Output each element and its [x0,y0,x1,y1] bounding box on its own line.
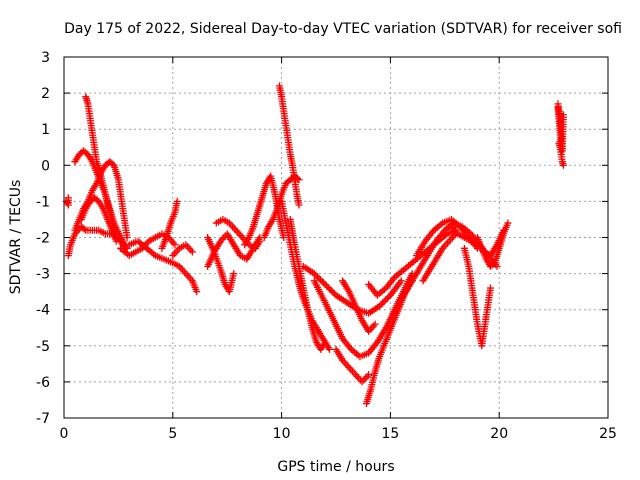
y-tick-label: 1 [41,122,50,138]
data-point [320,279,328,287]
series-trace-8 [158,197,181,252]
data-point [321,338,329,346]
data-point [323,282,331,290]
series-trace-30 [62,194,72,209]
data-point [397,277,405,285]
series-trace-5 [77,194,120,245]
data-point [382,296,390,304]
data-point [316,276,324,284]
data-point [559,111,567,119]
data-point [188,248,196,256]
data-point [504,219,512,227]
data-point [230,270,238,278]
series-trace-9 [169,241,196,260]
series-trace-7 [125,237,201,296]
series-trace-27 [460,244,494,350]
series-trace-11 [204,234,238,296]
data-point [256,237,264,245]
data-point [318,277,326,285]
data-point [452,230,460,238]
chart-title: Day 175 of 2022, Sidereal Day-to-day VTE… [64,21,622,37]
data-point [193,288,201,296]
series-trace-22 [339,277,379,335]
y-tick-label: -5 [36,339,50,355]
data-point [329,288,337,296]
data-point [379,299,387,307]
data-point [313,273,321,281]
y-axis-label: SDTVAR / TECUs [8,180,24,295]
series-trace-15 [275,82,303,209]
data-point [80,225,88,233]
x-tick-label: 15 [381,426,399,442]
data-point [377,301,385,309]
series-trace-29 [419,230,460,285]
series-trace-17 [286,215,329,353]
series-trace-13 [241,172,288,249]
plot-frame [63,56,609,419]
data-point [112,237,120,245]
x-tick-label: 10 [273,426,291,442]
data-point [326,285,334,293]
x-tick-label: 25 [599,426,617,442]
data-point [312,271,320,279]
x-tick-label: 5 [168,426,177,442]
data-point [325,345,333,353]
data-point [64,194,72,202]
data-point [493,262,501,270]
y-tick-label: 3 [41,50,50,66]
data-point [315,274,323,282]
data-points [62,82,567,408]
series-trace-28 [473,219,512,270]
data-point [383,294,391,302]
data-point [376,302,384,310]
data-point [559,161,567,169]
y-tick-label: -4 [36,303,50,319]
x-axis-label: GPS time / hours [277,459,394,475]
data-point [321,280,329,288]
series-trace-20 [332,345,373,386]
series-trace-18 [299,262,405,317]
y-tick-label: -1 [36,194,50,210]
x-tick-label: 20 [490,426,508,442]
data-point [295,201,303,209]
grid-lines [64,57,608,418]
series-trace-4 [82,93,131,252]
data-point [123,234,131,241]
y-tick-label: -6 [36,375,50,391]
data-point [380,297,388,305]
data-point [310,270,318,278]
data-point [324,284,332,292]
data-point [171,241,179,249]
data-point [371,320,379,328]
y-tick-label: -7 [36,411,50,427]
x-tick-label: 0 [60,426,69,442]
data-point [365,371,373,379]
series-trace-32 [554,104,567,155]
data-point [327,287,335,295]
y-tick-label: 0 [41,158,50,174]
y-tick-label: -3 [36,267,50,283]
y-tick-label: 2 [41,86,50,102]
y-tick-label: -2 [36,231,50,247]
data-point [173,197,181,205]
data-point [486,284,494,292]
